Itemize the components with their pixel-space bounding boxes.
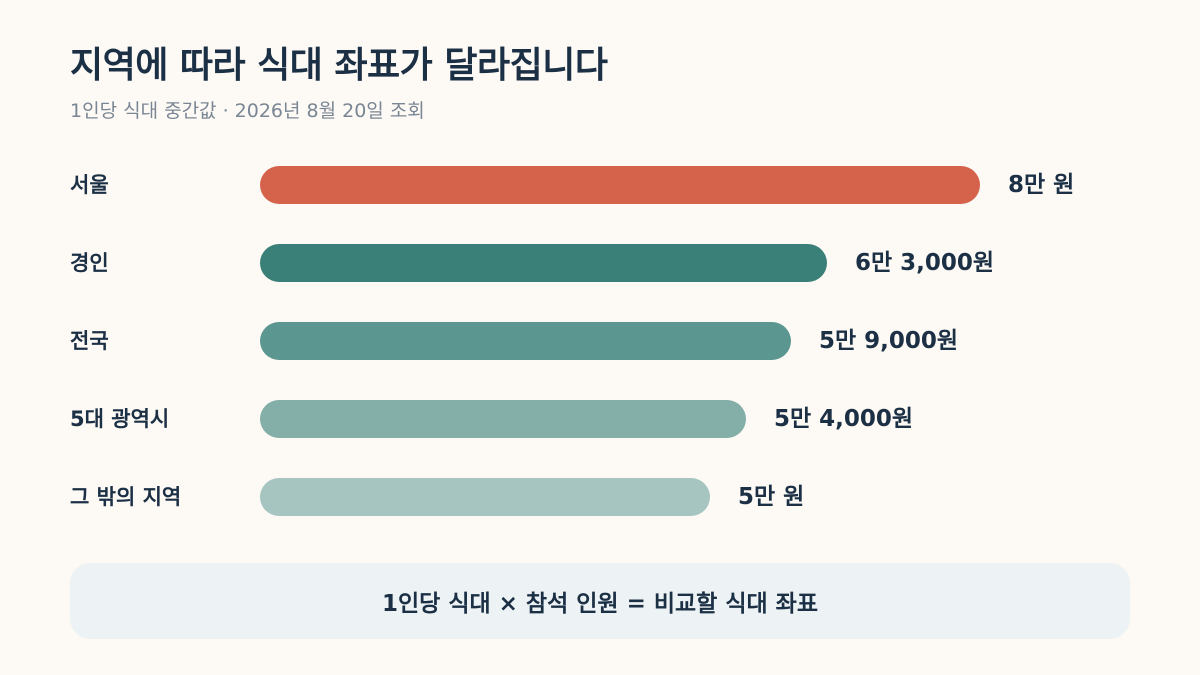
category-label: 전국 — [70, 329, 109, 353]
formula-box: 1인당 식대 × 참석 인원 = 비교할 식대 좌표 — [70, 563, 1130, 639]
category-label: 경인 — [70, 251, 109, 275]
category-label: 서울 — [70, 173, 109, 197]
value-label: 5만 4,000원 — [774, 406, 913, 432]
bar — [260, 244, 827, 282]
bar — [260, 322, 791, 360]
bar — [260, 166, 980, 204]
bar — [260, 478, 710, 516]
bar — [260, 400, 746, 438]
value-label: 6만 3,000원 — [855, 250, 994, 276]
value-label: 5만 원 — [738, 484, 804, 510]
category-label: 그 밖의 지역 — [70, 485, 181, 509]
category-label: 5대 광역시 — [70, 407, 169, 431]
value-label: 5만 9,000원 — [819, 328, 958, 354]
chart-title: 지역에 따라 식대 좌표가 달라집니다 — [70, 45, 608, 86]
formula-text: 1인당 식대 × 참석 인원 = 비교할 식대 좌표 — [381, 591, 818, 617]
value-label: 8만 원 — [1008, 172, 1074, 198]
chart-subtitle: 1인당 식대 중간값 · 2026년 8월 20일 조회 — [70, 100, 425, 122]
